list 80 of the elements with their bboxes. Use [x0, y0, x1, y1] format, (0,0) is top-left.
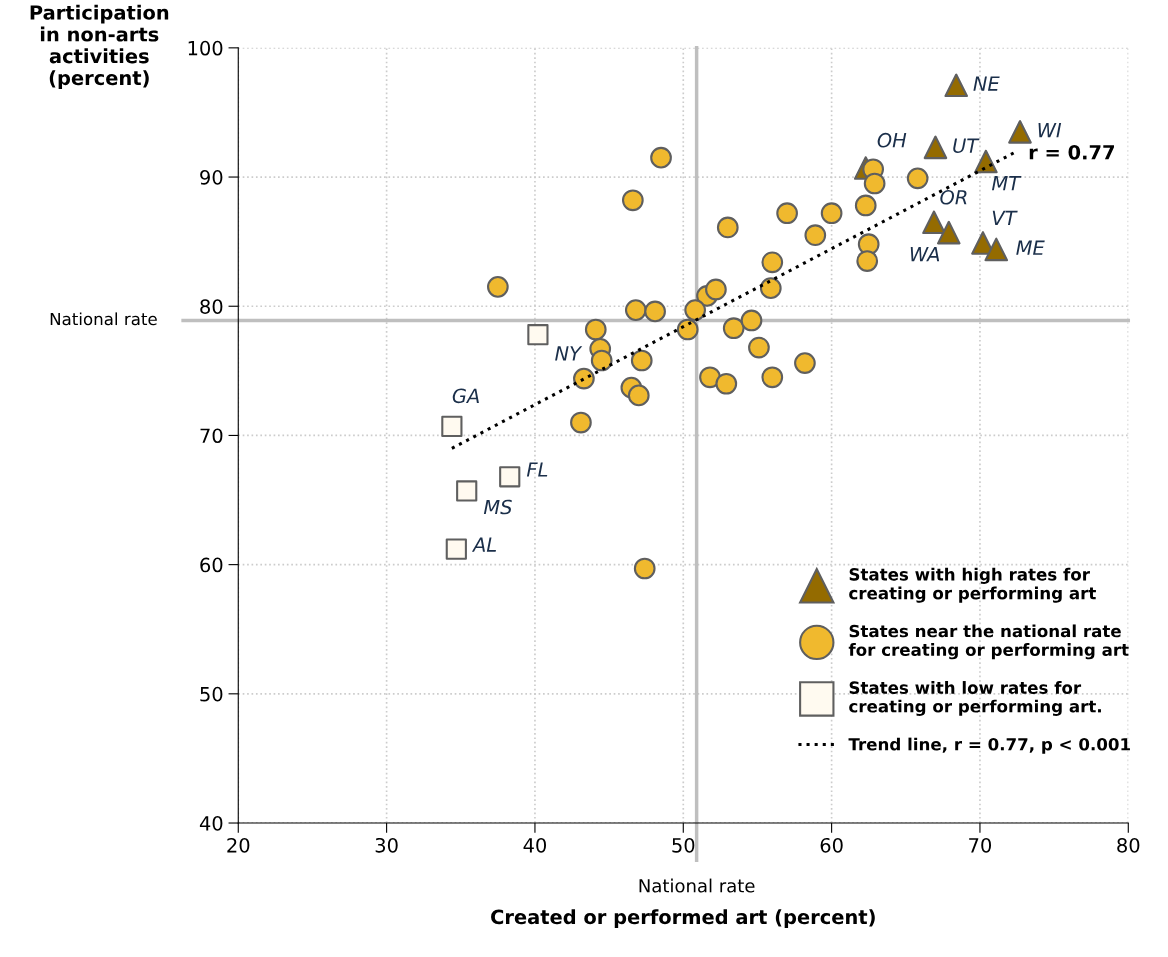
point	[716, 216, 739, 239]
annotation: AL	[471, 537, 496, 552]
point	[644, 300, 666, 323]
y-tick-label: 70	[200, 428, 223, 444]
point	[621, 189, 644, 212]
point	[487, 276, 509, 298]
x-tick-label: 30	[375, 837, 398, 853]
point	[627, 384, 650, 407]
annotation: NE	[973, 76, 1000, 91]
annotation: MS	[483, 499, 512, 515]
point	[573, 367, 595, 390]
point	[854, 194, 877, 217]
point	[944, 73, 969, 98]
legend-label: States near the national rate for creating or performing art	[848, 624, 1129, 660]
x-tick-label: 20	[227, 837, 250, 853]
y-tick-label: 50	[200, 686, 223, 702]
point	[748, 336, 770, 359]
point	[527, 324, 549, 346]
legend-label: Trend line, r = 0.77, p < 0.001	[848, 737, 1130, 754]
point	[722, 317, 745, 340]
x-tick-label: 70	[969, 837, 992, 853]
point	[699, 366, 721, 389]
annotation: FL	[526, 462, 548, 477]
point	[684, 299, 707, 321]
annotation: ME	[1016, 240, 1045, 255]
point	[863, 172, 886, 195]
x-axis-title: Created or performed art (percent)	[491, 909, 875, 929]
x-tick-label: 60	[820, 837, 843, 853]
point	[705, 278, 727, 301]
point	[633, 557, 656, 580]
point	[820, 202, 843, 225]
annotation: NY	[555, 346, 583, 361]
legend-label: States with high rates for creating or performing art	[849, 567, 1096, 603]
point	[906, 167, 929, 190]
annotation: OR	[940, 189, 967, 205]
point	[584, 318, 607, 341]
legend-label: States with low rates for creating or performing art.	[849, 681, 1101, 716]
point	[804, 224, 827, 247]
point	[759, 277, 782, 300]
point	[715, 372, 738, 395]
y-tick-label: 80	[200, 299, 223, 314]
point	[590, 349, 613, 372]
point	[624, 299, 647, 321]
point	[761, 366, 784, 389]
point	[776, 202, 798, 225]
x-tick-label: 80	[1117, 837, 1140, 853]
y-axis-title: Participation in non-arts activities (percent)	[30, 4, 169, 89]
point	[676, 318, 699, 341]
point	[984, 237, 1009, 262]
point	[630, 349, 653, 372]
annotation: WA	[910, 247, 940, 262]
annotation: WI	[1038, 123, 1062, 138]
x-tick-label: 40	[523, 837, 547, 853]
point	[1008, 120, 1032, 144]
x-tick-label: 50	[672, 837, 695, 853]
point	[923, 135, 948, 160]
y-tick-label: 60	[200, 557, 223, 573]
point	[761, 251, 784, 274]
annotation: GA	[452, 388, 479, 404]
point	[570, 411, 592, 434]
point	[499, 466, 521, 488]
ref-line-label: National rate	[639, 878, 755, 893]
point	[445, 538, 467, 560]
point	[794, 352, 816, 374]
annotation: OH	[877, 132, 907, 148]
y-tick-label: 90	[200, 170, 223, 185]
annotation: UT	[953, 138, 980, 153]
annotation: MT	[991, 176, 1022, 191]
point	[937, 220, 961, 245]
point	[441, 415, 463, 437]
y-tick-label: 40	[199, 815, 223, 831]
ref-line-label: National rate	[50, 312, 157, 326]
y-tick-label: 100	[188, 40, 223, 56]
point	[456, 480, 478, 502]
point	[650, 146, 672, 169]
point	[922, 210, 946, 235]
point	[740, 309, 763, 332]
annotation: VT	[992, 210, 1018, 225]
annotation: r = 0.77	[1029, 144, 1114, 160]
point	[856, 250, 879, 272]
